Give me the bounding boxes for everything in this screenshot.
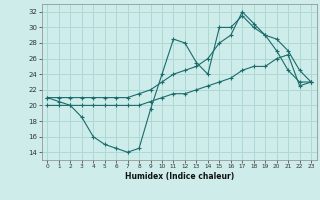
- X-axis label: Humidex (Indice chaleur): Humidex (Indice chaleur): [124, 172, 234, 181]
